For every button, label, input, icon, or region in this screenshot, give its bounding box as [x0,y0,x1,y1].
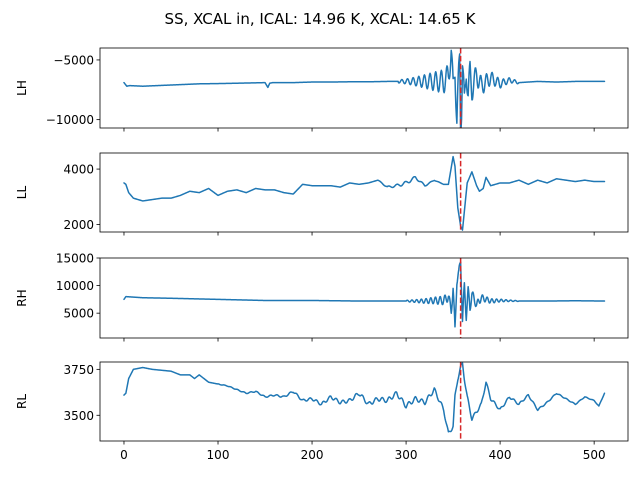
axes-frame [99,257,629,339]
subplot-rh: 15000 10000 5000 RH [15,252,629,342]
y-tick-label: −10000 [46,113,94,127]
subplot-ll: 4000 2000 LL [15,152,629,236]
series-line [123,261,606,328]
y-tick-label: 3500 [63,409,94,423]
y-tick-label: 2000 [63,218,94,232]
x-tick-label: 0 [120,448,128,462]
y-tick-label: 15000 [56,252,94,266]
series-line [123,49,606,128]
y-axis-label: RL [15,394,29,409]
y-tick-label: 4000 [63,163,94,177]
x-tick-label: 300 [395,448,418,462]
y-tick-label: 10000 [56,279,94,293]
subplot-rl: 3750 3500 RL 0 100 200 300 400 500 [15,361,629,462]
y-tick-label: 3750 [63,363,94,377]
x-tick-label: 500 [583,448,606,462]
y-axis-label: LH [15,80,29,96]
series-line [123,155,606,231]
y-tick-label: −5000 [53,53,94,67]
x-tick-label: 200 [301,448,324,462]
axes-frame [99,47,629,129]
series-line [123,362,606,433]
y-axis-label: LL [15,186,29,200]
subplot-lh: −5000 −10000 LH [15,47,629,132]
axes-frame [99,361,629,442]
axes-frame [99,152,629,233]
subplots: −5000−10000LH40002000LL15000100005000RH3… [15,47,629,462]
x-tick-label: 100 [207,448,230,462]
chart-title: SS, XCAL in, ICAL: 14.96 K, XCAL: 14.65 … [165,10,477,28]
y-tick-label: 5000 [63,307,94,321]
x-tick-label: 400 [489,448,512,462]
y-axis-label: RH [15,289,29,306]
